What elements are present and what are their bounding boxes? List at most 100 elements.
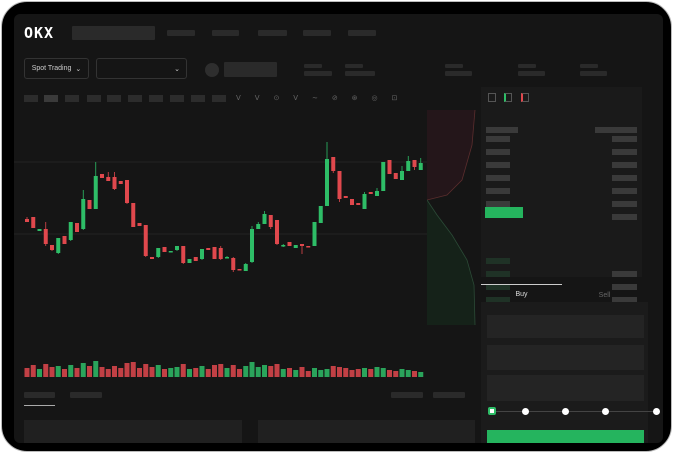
volume-bar: [137, 368, 142, 377]
slider-step-50[interactable]: [562, 408, 569, 415]
bottom-action[interactable]: [433, 392, 465, 398]
order-book-price[interactable]: [486, 127, 518, 133]
candle: [368, 192, 373, 194]
buy-submit-button[interactable]: [487, 430, 644, 443]
slider-step-75[interactable]: [602, 408, 609, 415]
candle: [375, 191, 379, 196]
last-price: [485, 207, 523, 218]
candle: [293, 245, 298, 248]
stat-label: [304, 64, 322, 68]
timeframe-button[interactable]: [24, 95, 38, 102]
asks-view-icon[interactable]: [521, 93, 529, 102]
candlestick-chart[interactable]: [14, 110, 427, 380]
timeframe-button[interactable]: [44, 95, 58, 102]
pair-name: [224, 62, 277, 77]
candle: [331, 157, 336, 171]
volume-bar: [37, 369, 42, 377]
volume-bar: [249, 362, 255, 377]
candle: [200, 249, 204, 259]
volume-bar: [268, 366, 274, 377]
volume-bar: [112, 366, 117, 377]
nav-item[interactable]: [303, 30, 331, 36]
candle: [187, 259, 192, 263]
timeframe-button[interactable]: [191, 95, 205, 102]
order-book-amount: [595, 127, 637, 133]
order-book-price[interactable]: [486, 284, 510, 290]
bottom-action[interactable]: [391, 392, 423, 398]
coin-icon: [205, 63, 219, 77]
timeframe-button[interactable]: [65, 95, 79, 102]
order-book-price[interactable]: [486, 175, 510, 181]
okx-logo[interactable]: OKX: [24, 24, 55, 42]
timeframe-button[interactable]: [128, 95, 142, 102]
stat-label: [445, 64, 463, 68]
order-book-price[interactable]: [486, 271, 510, 277]
timeframe-button[interactable]: [170, 95, 184, 102]
order-book-price[interactable]: [486, 149, 510, 155]
bids-view-icon[interactable]: [504, 93, 512, 102]
search-bar[interactable]: [72, 26, 155, 40]
volume-bar: [212, 365, 217, 377]
order-book-price[interactable]: [486, 136, 510, 142]
tab-buy[interactable]: Buy: [515, 291, 528, 298]
volume-bar: [368, 369, 374, 377]
candle: [268, 215, 273, 227]
candle: [75, 223, 79, 232]
candle: [381, 162, 386, 191]
nav-item[interactable]: [258, 30, 287, 36]
candle: [287, 242, 292, 246]
nav-item[interactable]: [167, 30, 195, 36]
amount-slider[interactable]: [491, 411, 657, 412]
candle: [106, 177, 111, 181]
volume-bar: [230, 365, 236, 377]
nav-item[interactable]: [348, 30, 376, 36]
volume-bar: [318, 370, 324, 377]
slider-handle[interactable]: [488, 407, 496, 415]
timeframe-button[interactable]: [107, 95, 121, 102]
candle: [337, 171, 342, 199]
volume-bar: [62, 369, 67, 377]
nav-item[interactable]: [212, 30, 239, 36]
tab-order-history[interactable]: [70, 392, 102, 398]
stat: [345, 71, 375, 76]
order-book-price[interactable]: [486, 162, 510, 168]
candle: [31, 217, 36, 228]
candle: [281, 245, 286, 247]
order-book-price[interactable]: [486, 297, 510, 303]
candle: [43, 229, 48, 244]
candle: [37, 229, 42, 231]
volume-bar: [224, 368, 230, 377]
volume-bar: [324, 369, 330, 377]
slider-step-25[interactable]: [522, 408, 529, 415]
timeframe-button[interactable]: [149, 95, 163, 102]
timeframe-button[interactable]: [87, 95, 101, 102]
volume-bar: [393, 371, 399, 377]
stat: [518, 71, 545, 76]
tab-sell[interactable]: Sell: [598, 292, 611, 299]
timeframe-button[interactable]: [212, 95, 226, 102]
volume-bar: [118, 368, 124, 377]
candle: [218, 248, 223, 259]
volume-bar: [380, 368, 386, 377]
stat: [445, 71, 472, 76]
both-sides-view-icon[interactable]: [488, 93, 496, 102]
order-book-price[interactable]: [486, 201, 510, 207]
total-input[interactable]: [487, 375, 644, 401]
drawing-tools-icons[interactable]: ᐯ ᐯ ⊙ ᐯ ∼ ⊘ ⊛ ◎ ⊡: [236, 95, 404, 102]
volume-bar: [24, 368, 30, 377]
stat-label: [580, 64, 598, 68]
volume-bar: [293, 370, 299, 377]
stat-label: [518, 64, 536, 68]
order-book-price[interactable]: [486, 188, 510, 194]
slider-step-100[interactable]: [653, 408, 660, 415]
price-input[interactable]: [487, 315, 644, 338]
order-book-price[interactable]: [486, 258, 510, 264]
volume-bar: [199, 366, 205, 377]
stat: [580, 71, 607, 76]
amount-input[interactable]: [487, 345, 644, 370]
spot-trading-button[interactable]: Spot Trading ⌄: [24, 58, 89, 79]
volume-bar: [149, 367, 155, 377]
pair-dropdown[interactable]: ⌄: [96, 58, 187, 79]
candle: [112, 177, 117, 189]
tab-open-orders[interactable]: [24, 392, 55, 398]
